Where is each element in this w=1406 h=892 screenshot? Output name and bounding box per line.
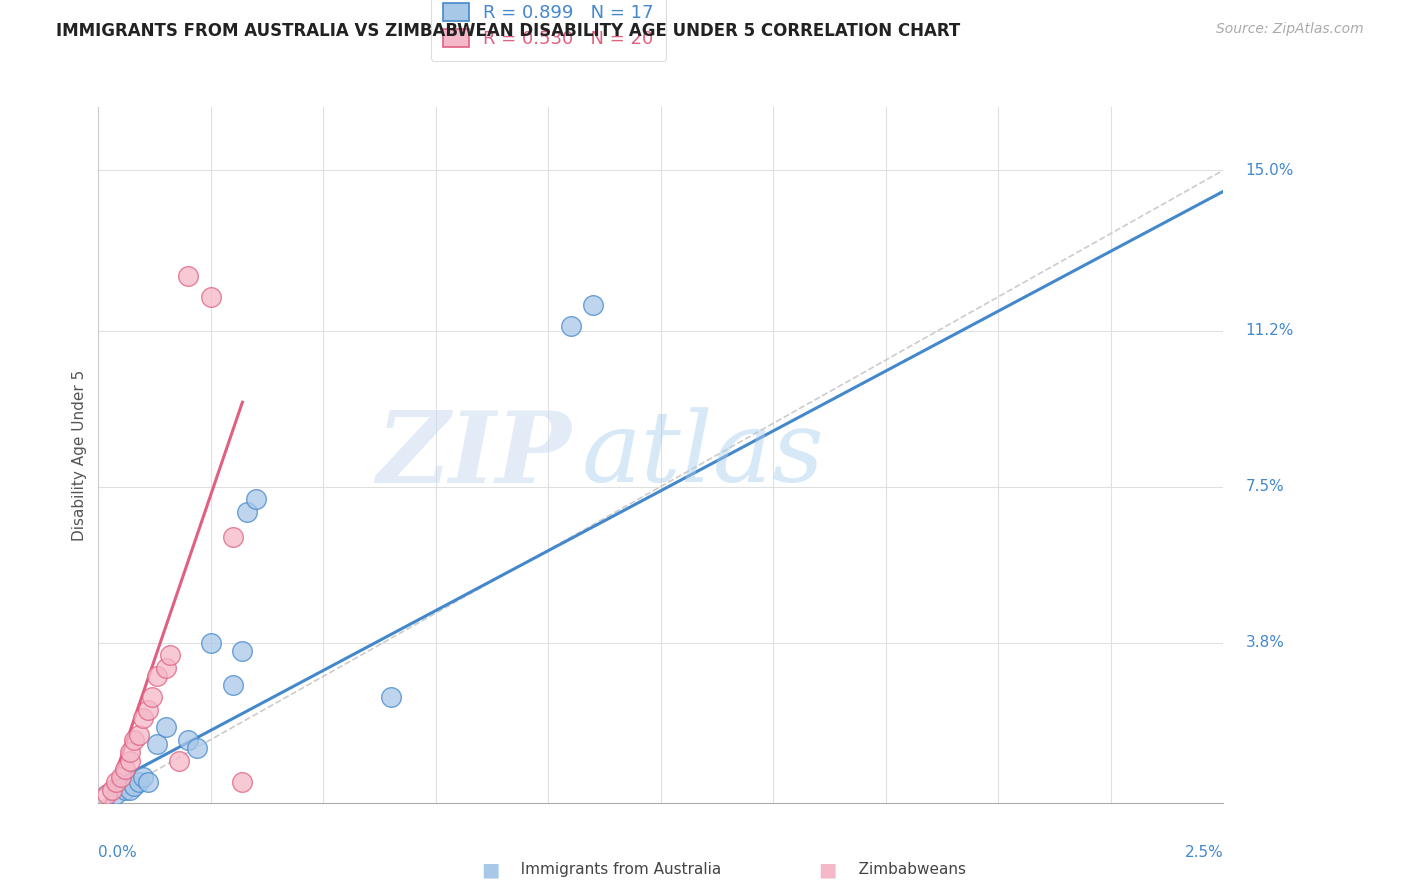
Point	[128, 774, 150, 789]
Point	[177, 732, 200, 747]
Point	[146, 669, 169, 683]
Point	[231, 774, 253, 789]
Point	[155, 661, 177, 675]
Point	[236, 505, 259, 519]
Text: ■: ■	[818, 860, 837, 880]
Point	[200, 635, 222, 649]
Text: 2.5%: 2.5%	[1184, 845, 1223, 860]
Point	[177, 268, 200, 283]
Point	[132, 711, 155, 725]
Point	[124, 779, 146, 793]
Point	[124, 732, 146, 747]
Point	[136, 774, 159, 789]
Point	[146, 737, 169, 751]
Text: Zimbabweans: Zimbabweans	[844, 863, 966, 877]
Text: 0.0%: 0.0%	[98, 845, 138, 860]
Point	[128, 728, 150, 742]
Point	[231, 644, 253, 658]
Text: 7.5%: 7.5%	[1246, 479, 1285, 494]
Text: atlas: atlas	[582, 408, 825, 502]
Text: ■: ■	[481, 860, 499, 880]
Point	[186, 741, 208, 756]
Point	[159, 648, 181, 663]
Point	[114, 762, 136, 776]
Point	[222, 678, 245, 692]
Text: Immigrants from Australia: Immigrants from Australia	[506, 863, 721, 877]
Point	[118, 745, 141, 759]
Point	[114, 783, 136, 797]
Point	[380, 690, 402, 705]
Point	[110, 771, 132, 785]
Point	[141, 690, 163, 705]
Point	[136, 703, 159, 717]
Point	[101, 783, 124, 797]
Point	[222, 530, 245, 544]
Text: Source: ZipAtlas.com: Source: ZipAtlas.com	[1216, 22, 1364, 37]
Point	[118, 783, 141, 797]
Point	[560, 319, 582, 334]
Text: 11.2%: 11.2%	[1246, 323, 1294, 338]
Point	[155, 720, 177, 734]
Text: IMMIGRANTS FROM AUSTRALIA VS ZIMBABWEAN DISABILITY AGE UNDER 5 CORRELATION CHART: IMMIGRANTS FROM AUSTRALIA VS ZIMBABWEAN …	[56, 22, 960, 40]
Legend: R = 0.899   N = 17, R = 0.530   N = 20: R = 0.899 N = 17, R = 0.530 N = 20	[430, 0, 666, 61]
Point	[200, 290, 222, 304]
Text: 3.8%: 3.8%	[1246, 635, 1285, 650]
Text: 15.0%: 15.0%	[1246, 163, 1294, 178]
Point	[245, 492, 267, 507]
Point	[169, 754, 191, 768]
Y-axis label: Disability Age Under 5: Disability Age Under 5	[72, 369, 87, 541]
Text: ZIP: ZIP	[375, 407, 571, 503]
Point	[132, 771, 155, 785]
Point	[105, 774, 128, 789]
Point	[118, 754, 141, 768]
Point	[105, 788, 128, 802]
Point	[582, 298, 605, 312]
Point	[96, 788, 118, 802]
